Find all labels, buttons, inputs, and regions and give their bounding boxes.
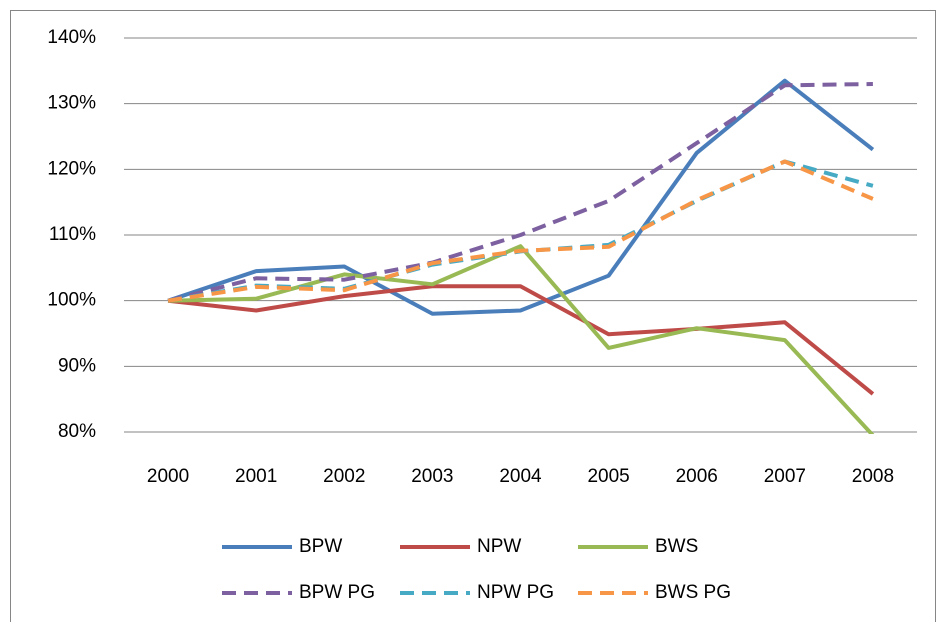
series-line (167, 82, 873, 303)
series-line (167, 159, 874, 303)
y-tick-label: 140% (47, 27, 96, 48)
series-line (167, 159, 874, 303)
series-line (167, 78, 875, 316)
x-tick-label: 2002 (323, 466, 365, 487)
series-line (167, 284, 875, 396)
y-tick-label: 100% (47, 290, 96, 311)
series-line (168, 244, 875, 434)
x-tick-label: 2003 (411, 466, 453, 487)
legend-label: NPW (477, 536, 521, 557)
x-tick-label: 2001 (235, 466, 277, 487)
x-tick-label: 2006 (676, 466, 718, 487)
legend-label: NPW PG (477, 582, 554, 603)
y-tick-label: 110% (49, 224, 96, 245)
plot-lines (167, 78, 875, 434)
y-tick-label: 130% (47, 93, 96, 114)
legend-label: BPW (299, 536, 342, 557)
x-tick-label: 2005 (587, 466, 629, 487)
chart-border (10, 10, 936, 622)
y-tick-label: 80% (58, 421, 96, 442)
x-tick-label: 2004 (499, 466, 542, 487)
x-tick-label: 2000 (147, 466, 189, 487)
x-tick-label: 2007 (764, 466, 806, 487)
y-tick-label: 90% (58, 355, 96, 376)
legend-label: BPW PG (299, 582, 375, 603)
legend-label: BWS (655, 536, 698, 557)
x-tick-label: 2008 (852, 466, 894, 487)
y-tick-label: 120% (47, 158, 96, 179)
legend-label: BWS PG (655, 582, 731, 603)
